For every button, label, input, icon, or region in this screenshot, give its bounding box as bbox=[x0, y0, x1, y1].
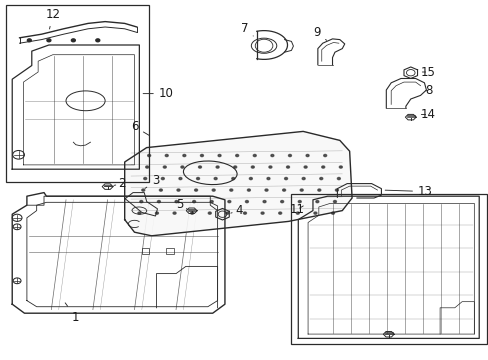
Circle shape bbox=[296, 212, 299, 214]
Circle shape bbox=[161, 177, 164, 180]
Circle shape bbox=[210, 201, 213, 203]
Circle shape bbox=[96, 39, 100, 42]
Circle shape bbox=[315, 201, 318, 203]
Bar bbox=[166, 248, 173, 254]
Bar bbox=[6, 5, 149, 182]
Circle shape bbox=[313, 212, 316, 214]
Circle shape bbox=[198, 166, 201, 168]
Circle shape bbox=[280, 201, 283, 203]
Polygon shape bbox=[124, 131, 351, 236]
Circle shape bbox=[300, 189, 303, 191]
Text: 15: 15 bbox=[420, 66, 435, 78]
Text: 14: 14 bbox=[420, 108, 435, 121]
Text: 1: 1 bbox=[65, 303, 80, 324]
Circle shape bbox=[302, 177, 305, 180]
Circle shape bbox=[200, 154, 203, 157]
Circle shape bbox=[304, 166, 306, 168]
Circle shape bbox=[270, 154, 273, 157]
Circle shape bbox=[253, 154, 256, 157]
Circle shape bbox=[163, 166, 166, 168]
Circle shape bbox=[194, 189, 197, 191]
Circle shape bbox=[143, 177, 146, 180]
Circle shape bbox=[264, 189, 267, 191]
Circle shape bbox=[263, 201, 265, 203]
Circle shape bbox=[181, 166, 183, 168]
Circle shape bbox=[155, 212, 158, 214]
Text: 8: 8 bbox=[425, 84, 432, 97]
Circle shape bbox=[286, 166, 289, 168]
Text: 11: 11 bbox=[289, 203, 304, 216]
Circle shape bbox=[233, 166, 236, 168]
Circle shape bbox=[47, 39, 51, 42]
Circle shape bbox=[337, 177, 340, 180]
Circle shape bbox=[227, 201, 230, 203]
Circle shape bbox=[147, 154, 150, 157]
Circle shape bbox=[225, 212, 228, 214]
Bar bbox=[290, 194, 486, 344]
Circle shape bbox=[331, 212, 334, 214]
Circle shape bbox=[145, 166, 148, 168]
Circle shape bbox=[208, 212, 211, 214]
Circle shape bbox=[298, 201, 301, 203]
Circle shape bbox=[140, 201, 142, 203]
Circle shape bbox=[216, 166, 219, 168]
Circle shape bbox=[305, 154, 308, 157]
Circle shape bbox=[138, 212, 141, 214]
Circle shape bbox=[190, 212, 193, 214]
Circle shape bbox=[71, 39, 75, 42]
Circle shape bbox=[214, 177, 217, 180]
Text: 7: 7 bbox=[240, 22, 253, 36]
Circle shape bbox=[157, 201, 160, 203]
Text: 4: 4 bbox=[230, 204, 242, 217]
Text: 3: 3 bbox=[145, 174, 159, 188]
Text: 5: 5 bbox=[176, 198, 187, 211]
Circle shape bbox=[159, 189, 162, 191]
Circle shape bbox=[247, 189, 250, 191]
Circle shape bbox=[339, 166, 342, 168]
Circle shape bbox=[27, 39, 31, 42]
Circle shape bbox=[183, 154, 185, 157]
Circle shape bbox=[165, 154, 168, 157]
Circle shape bbox=[319, 177, 322, 180]
Text: 9: 9 bbox=[312, 26, 326, 40]
Circle shape bbox=[196, 177, 199, 180]
Circle shape bbox=[284, 177, 287, 180]
Circle shape bbox=[243, 212, 246, 214]
Circle shape bbox=[249, 177, 252, 180]
Circle shape bbox=[251, 166, 254, 168]
Circle shape bbox=[278, 212, 281, 214]
Circle shape bbox=[266, 177, 269, 180]
Circle shape bbox=[218, 154, 221, 157]
Circle shape bbox=[142, 189, 144, 191]
Text: 6: 6 bbox=[130, 120, 149, 135]
Circle shape bbox=[261, 212, 264, 214]
Circle shape bbox=[321, 166, 324, 168]
Circle shape bbox=[282, 189, 285, 191]
Circle shape bbox=[192, 201, 195, 203]
Text: 12: 12 bbox=[45, 8, 60, 29]
Circle shape bbox=[231, 177, 234, 180]
Circle shape bbox=[268, 166, 271, 168]
Circle shape bbox=[245, 201, 248, 203]
Circle shape bbox=[177, 189, 180, 191]
Circle shape bbox=[235, 154, 238, 157]
Circle shape bbox=[333, 201, 336, 203]
Circle shape bbox=[175, 201, 178, 203]
Text: 13: 13 bbox=[385, 185, 432, 198]
Circle shape bbox=[229, 189, 232, 191]
Circle shape bbox=[173, 212, 176, 214]
Circle shape bbox=[288, 154, 291, 157]
Text: 10: 10 bbox=[143, 87, 173, 100]
Circle shape bbox=[317, 189, 320, 191]
Circle shape bbox=[179, 177, 182, 180]
Text: 2: 2 bbox=[114, 177, 126, 190]
Bar bbox=[142, 248, 149, 254]
Circle shape bbox=[323, 154, 326, 157]
Circle shape bbox=[335, 189, 338, 191]
Circle shape bbox=[212, 189, 215, 191]
